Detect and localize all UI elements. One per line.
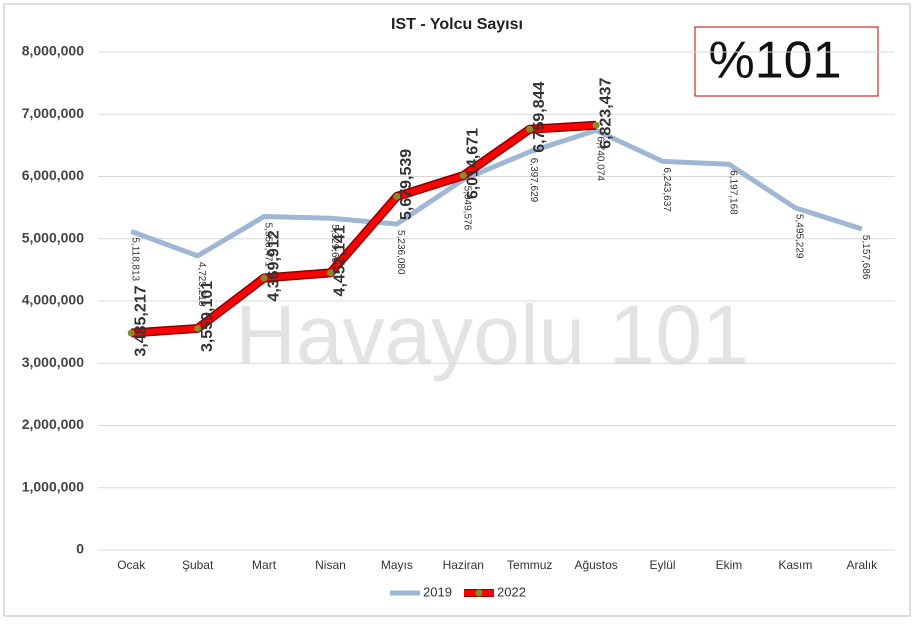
legend-label: 2022 (497, 584, 526, 599)
x-tick-label: Nisan (315, 558, 346, 572)
point (393, 192, 401, 200)
data-label: 5,949,576 (462, 186, 473, 231)
data-label: 3,559,101 (199, 281, 216, 352)
legend-label: 2019 (423, 584, 452, 599)
x-tick-label: Temmuz (507, 558, 552, 572)
data-label: 5,157,686 (860, 235, 871, 280)
watermark: Havayolu 101 (235, 288, 749, 382)
annotation-box (694, 26, 879, 97)
data-label: 5,356,471 (262, 223, 273, 268)
data-label: 5,329,652 (329, 224, 340, 269)
data-label: 3,485,217 (132, 285, 149, 356)
data-label: 4,725,218 (196, 262, 207, 307)
data-label: 5,679,539 (398, 149, 415, 220)
point (592, 121, 600, 129)
point (459, 172, 467, 180)
series-line (131, 122, 597, 337)
x-tick-label: Kasım (778, 558, 812, 572)
y-tick-label: 5,000,000 (22, 229, 84, 245)
point (194, 324, 202, 332)
y-tick-label: 0 (76, 541, 84, 557)
point (526, 125, 534, 133)
x-tick-label: Ocak (117, 558, 146, 572)
legend-marker (475, 589, 483, 597)
data-label: 6,397,629 (528, 158, 539, 203)
point (326, 269, 334, 277)
x-tick-label: Haziran (443, 558, 484, 572)
y-tick-label: 7,000,000 (22, 105, 84, 121)
point (260, 274, 268, 282)
y-tick-label: 2,000,000 (22, 416, 84, 432)
data-label: 6,823,437 (597, 78, 614, 149)
x-tick-label: Ekim (716, 558, 743, 572)
chart-frame (3, 3, 911, 617)
y-tick-label: 8,000,000 (22, 43, 84, 59)
data-label: 5,495,229 (794, 214, 805, 259)
data-label: 4,369,912 (265, 230, 282, 301)
data-label: 5,236,080 (395, 230, 406, 275)
x-tick-label: Ağustos (574, 558, 617, 572)
data-label: 6,740,074 (594, 136, 605, 181)
chart-title: IST - Yolcu Sayısı (391, 16, 523, 33)
series-line (130, 127, 863, 259)
y-tick-label: 1,000,000 (22, 478, 84, 494)
data-label: 6,197,168 (727, 170, 738, 215)
y-tick-label: 6,000,000 (22, 167, 84, 183)
x-tick-label: Mart (252, 558, 277, 572)
annotation: %101 (709, 32, 842, 90)
data-label: 4,452,141 (332, 225, 349, 296)
x-tick-label: Mayıs (381, 558, 413, 572)
x-tick-label: Şubat (182, 558, 214, 572)
data-label: 6,243,637 (661, 167, 672, 212)
data-label: 6,759,844 (531, 82, 548, 153)
y-tick-label: 3,000,000 (22, 354, 84, 370)
x-tick-label: Aralık (846, 558, 878, 572)
y-tick-label: 4,000,000 (22, 292, 84, 308)
x-tick-label: Eylül (650, 558, 676, 572)
data-label: 6,014,671 (465, 128, 482, 199)
point (127, 329, 135, 337)
data-label: 5,118,813 (130, 237, 141, 281)
